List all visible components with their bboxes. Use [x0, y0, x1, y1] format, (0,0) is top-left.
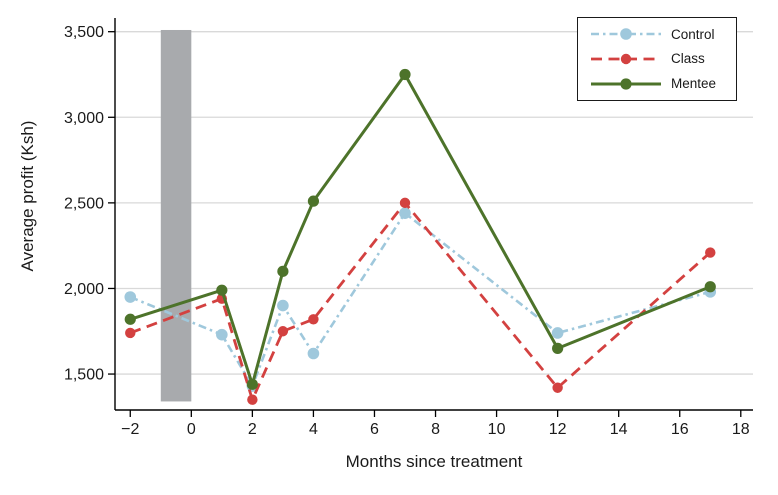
data-point-class [705, 247, 716, 258]
y-tick-label: 2,000 [64, 281, 104, 298]
legend-item-control: Control [590, 26, 732, 42]
data-point-control [277, 299, 289, 312]
data-point-mentee [307, 195, 320, 207]
legend: Control Class Mentee [577, 17, 737, 101]
x-tick-label: 8 [431, 421, 440, 438]
legend-line-sample-dashed [591, 53, 661, 65]
treatment-period-band [160, 29, 192, 402]
legend-label: Class [671, 51, 705, 67]
x-tick-label: 16 [671, 421, 689, 438]
data-point-control [399, 207, 411, 219]
series-line-mentee [129, 72, 711, 386]
x-tick-label: 12 [549, 421, 567, 438]
x-tick-label: 18 [732, 421, 750, 438]
x-tick-label: 6 [370, 421, 379, 438]
x-tick-label: 0 [187, 421, 196, 438]
x-tick-label: 4 [309, 421, 318, 438]
data-point-mentee [246, 378, 258, 390]
x-axis-title: Months since treatment [345, 452, 523, 471]
legend-item-mentee: Mentee [590, 76, 732, 92]
data-point-mentee [277, 265, 289, 277]
data-point-class [308, 314, 319, 325]
data-point-class [399, 197, 411, 209]
series-line-class [129, 201, 712, 402]
legend-label: Control [671, 26, 715, 42]
data-point-class [277, 326, 289, 337]
data-point-mentee [704, 281, 716, 293]
y-tick-label: 3,500 [64, 24, 104, 41]
legend-line-sample-dashdot [591, 28, 661, 41]
data-point-class [125, 327, 136, 339]
data-point-control [551, 327, 564, 339]
data-point-control [307, 347, 320, 360]
x-tick-label: 2 [248, 421, 257, 438]
y-tick-label: 2,500 [64, 195, 104, 212]
data-point-mentee [124, 313, 136, 325]
x-tick-label: −2 [121, 421, 139, 438]
data-point-control [124, 291, 137, 303]
data-point-class [247, 394, 258, 405]
y-tick-label: 1,500 [64, 367, 104, 384]
x-tick-label: 14 [610, 421, 628, 438]
data-point-mentee [399, 68, 411, 81]
y-axis-title: Average profit (Ksh) [18, 120, 37, 272]
x-tick-label: 10 [488, 421, 506, 438]
legend-item-class: Class [590, 51, 732, 67]
data-point-mentee [552, 342, 564, 354]
y-tick-label: 3,000 [64, 110, 104, 127]
data-point-class [552, 382, 563, 393]
data-point-mentee [216, 284, 228, 296]
legend-line-sample-solid [591, 78, 661, 90]
series-line-control [129, 211, 711, 388]
data-point-control [216, 328, 228, 341]
legend-label: Mentee [671, 75, 717, 91]
